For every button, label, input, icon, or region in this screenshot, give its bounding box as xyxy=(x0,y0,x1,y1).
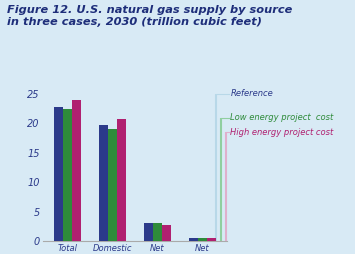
Bar xyxy=(117,119,126,241)
Text: High energy project cost: High energy project cost xyxy=(230,128,334,137)
Bar xyxy=(144,223,153,241)
Text: Low energy project  cost: Low energy project cost xyxy=(230,113,334,122)
Bar xyxy=(153,223,162,241)
Text: Figure 12. U.S. natural gas supply by source
in three cases, 2030 (trillion cubi: Figure 12. U.S. natural gas supply by so… xyxy=(7,5,293,27)
Text: Reference: Reference xyxy=(230,89,273,99)
Bar xyxy=(207,238,215,241)
Bar xyxy=(72,101,81,241)
Bar xyxy=(54,107,62,241)
Bar xyxy=(108,129,116,241)
Bar xyxy=(198,238,207,241)
Bar xyxy=(162,225,170,241)
Bar xyxy=(189,238,198,241)
Bar xyxy=(99,125,108,241)
Bar xyxy=(63,109,71,241)
